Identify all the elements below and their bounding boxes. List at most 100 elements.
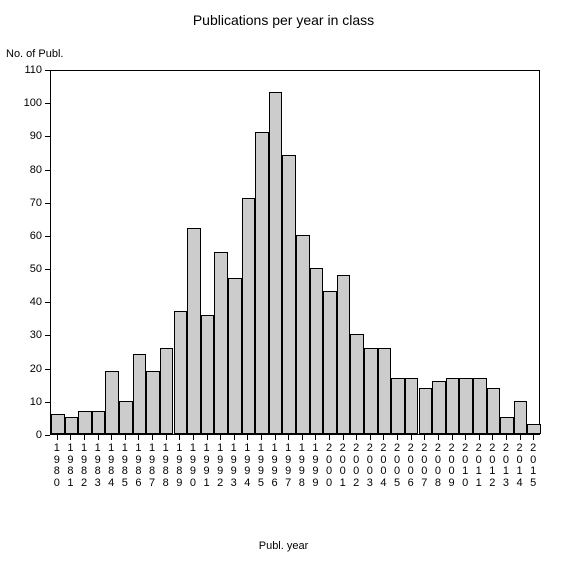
xtick-line [356,435,357,440]
xtick-label: 1991 [200,443,214,489]
xtick-label: 2006 [404,443,418,489]
xtick-label: 1986 [132,443,146,489]
ytick-line [45,103,50,104]
bar [187,228,201,434]
xtick-line [370,435,371,440]
ytick-label: 10 [12,396,42,408]
ytick-label: 60 [12,230,42,242]
xtick-line [343,435,344,440]
xtick-line [166,435,167,440]
xtick-label: 1992 [213,443,227,489]
xtick-label: 1996 [268,443,282,489]
xtick-label: 1981 [64,443,78,489]
xtick-label: 2009 [445,443,459,489]
xtick-label: 1997 [281,443,295,489]
bar [405,378,419,434]
xtick-label: 2004 [377,443,391,489]
chart-title: Publications per year in class [0,12,567,28]
bar [459,378,473,434]
xtick-label: 1998 [295,443,309,489]
xtick-line [383,435,384,440]
xtick-line [479,435,480,440]
bar [323,291,337,434]
bar [92,411,106,434]
xtick-label: 1993 [227,443,241,489]
xtick-line [397,435,398,440]
xtick-label: 1987 [145,443,159,489]
ytick-line [45,402,50,403]
xtick-label: 2001 [336,443,350,489]
xtick-line [520,435,521,440]
ytick-label: 30 [12,329,42,341]
xtick-line [329,435,330,440]
bar [419,388,433,434]
bar [201,315,215,434]
bar [51,414,65,434]
xtick-label: 2000 [322,443,336,489]
bar [133,354,147,434]
ytick-line [45,203,50,204]
xtick-line [207,435,208,440]
ytick-label: 40 [12,296,42,308]
xtick-line [438,435,439,440]
ytick-label: 90 [12,130,42,142]
bar [65,417,79,434]
ytick-line [45,269,50,270]
xtick-label: 1990 [186,443,200,489]
ytick-line [45,302,50,303]
xtick-line [247,435,248,440]
xtick-line [84,435,85,440]
bar [378,348,392,434]
bar [364,348,378,434]
xtick-label: 2013 [499,443,513,489]
xtick-label: 1982 [77,443,91,489]
ytick-line [45,170,50,171]
ytick-line [45,70,50,71]
xtick-line [424,435,425,440]
xtick-line [492,435,493,440]
bar [391,378,405,434]
bar [160,348,174,434]
xtick-label: 2002 [349,443,363,489]
xtick-line [465,435,466,440]
bar [214,252,228,435]
xtick-label: 1985 [118,443,132,489]
ytick-label: 70 [12,197,42,209]
bar [78,411,92,434]
xtick-label: 2014 [513,443,527,489]
bar [228,278,242,434]
xtick-label: 2015 [526,443,540,489]
xtick-label: 1994 [241,443,255,489]
ytick-line [45,369,50,370]
bar [269,92,283,434]
bar [473,378,487,434]
bar [174,311,188,434]
xtick-line [315,435,316,440]
ytick-line [45,236,50,237]
xtick-label: 2003 [363,443,377,489]
xtick-line [261,435,262,440]
ytick-label: 80 [12,164,42,176]
bar [310,268,324,434]
x-axis-label: Publ. year [0,540,567,552]
ytick-label: 50 [12,263,42,275]
xtick-line [506,435,507,440]
bar [119,401,133,434]
xtick-line [234,435,235,440]
xtick-line [138,435,139,440]
xtick-label: 2010 [458,443,472,489]
bar [432,381,446,434]
xtick-label: 1983 [91,443,105,489]
xtick-line [152,435,153,440]
xtick-label: 1989 [173,443,187,489]
xtick-line [57,435,58,440]
xtick-label: 1995 [254,443,268,489]
bar [255,132,269,434]
bar [500,417,514,434]
y-axis-label: No. of Publ. [6,48,63,60]
xtick-label: 2007 [418,443,432,489]
xtick-line [193,435,194,440]
xtick-line [125,435,126,440]
xtick-line [452,435,453,440]
bar [282,155,296,434]
